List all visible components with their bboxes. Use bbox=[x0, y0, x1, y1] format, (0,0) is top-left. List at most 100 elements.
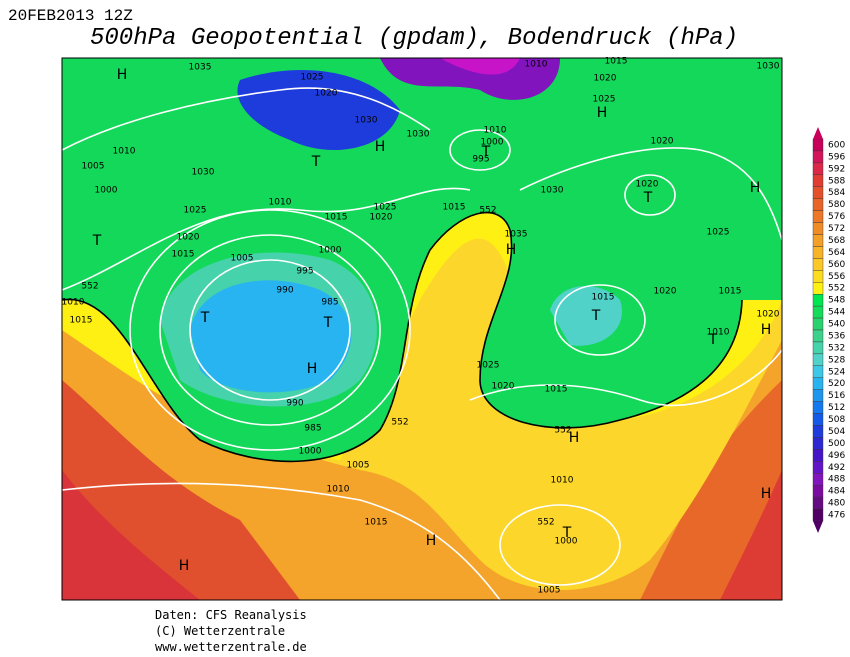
color-swatch bbox=[812, 186, 824, 199]
isobar-label: 1015 bbox=[605, 57, 628, 67]
isobar-label: 1020 bbox=[757, 310, 780, 320]
colorbar-arrow bbox=[813, 520, 823, 533]
isobar-label: 1025 bbox=[184, 206, 207, 216]
isobar-label: 552 bbox=[391, 418, 408, 428]
colorbar-label: 540 bbox=[828, 320, 845, 330]
isobar-label: 1015 bbox=[545, 385, 568, 395]
color-swatch bbox=[812, 174, 824, 187]
isobar-label: 1005 bbox=[347, 461, 370, 471]
colorbar-label: 536 bbox=[828, 331, 845, 341]
colorbar-label: 556 bbox=[828, 272, 845, 282]
colorbar-label: 484 bbox=[828, 487, 845, 497]
pressure-center: T bbox=[562, 525, 572, 541]
pressure-center: H bbox=[426, 533, 437, 549]
isobar-label: 1010 bbox=[707, 328, 730, 338]
isobar-label: 1030 bbox=[541, 186, 564, 196]
isobar-label: 1035 bbox=[189, 63, 212, 73]
isobar-label: 1015 bbox=[325, 213, 348, 223]
footer-line: www.wetterzentrale.de bbox=[155, 640, 307, 654]
isobar-label: 1015 bbox=[443, 203, 466, 213]
footer-line: (C) Wetterzentrale bbox=[155, 624, 285, 638]
isobar-label: 995 bbox=[472, 155, 489, 165]
colorbar-label: 512 bbox=[828, 403, 845, 413]
isobar-label: 1005 bbox=[82, 162, 105, 172]
isobar-label: 1025 bbox=[374, 203, 397, 213]
colorbar-label: 496 bbox=[828, 451, 845, 461]
isobar-label: 1015 bbox=[172, 250, 195, 260]
pressure-center: T bbox=[311, 154, 321, 170]
colorbar-label: 520 bbox=[828, 379, 845, 389]
color-swatch bbox=[812, 508, 824, 522]
color-swatch bbox=[812, 282, 824, 295]
color-swatch bbox=[812, 317, 824, 331]
pressure-center: H bbox=[375, 139, 386, 155]
isobar-label: 1020 bbox=[315, 89, 338, 99]
color-swatch bbox=[812, 365, 824, 378]
isobar-label: 1000 bbox=[95, 186, 118, 196]
colorbar-label: 588 bbox=[828, 176, 845, 186]
colorbar-label: 480 bbox=[828, 499, 845, 509]
pressure-center: T bbox=[200, 310, 210, 326]
color-swatch bbox=[812, 270, 824, 283]
isobar-label: 1005 bbox=[231, 254, 254, 264]
color-swatch bbox=[812, 210, 824, 223]
color-swatch bbox=[812, 234, 824, 247]
isobar-label: 1000 bbox=[299, 447, 322, 457]
colorbar-label: 504 bbox=[828, 427, 845, 437]
colorbar-label: 552 bbox=[828, 284, 845, 294]
color-swatch bbox=[812, 329, 824, 343]
colorbar-label: 528 bbox=[828, 355, 845, 365]
colorbar-label: 600 bbox=[828, 141, 845, 151]
isobar-label: 1030 bbox=[192, 168, 215, 178]
isobar-label: 1025 bbox=[301, 73, 324, 83]
isobar-label: 1000 bbox=[555, 537, 578, 547]
isobar-label: 1030 bbox=[355, 116, 378, 126]
colorbar-label: 544 bbox=[828, 308, 845, 318]
isobar-label: 1015 bbox=[70, 316, 93, 326]
isobar-label: 1020 bbox=[370, 213, 393, 223]
colorbar-label: 492 bbox=[828, 463, 845, 473]
isobar-label: 995 bbox=[296, 267, 313, 277]
color-swatch bbox=[812, 222, 824, 235]
pressure-center: H bbox=[597, 105, 608, 121]
colorbar-label: 548 bbox=[828, 296, 845, 306]
pressure-center: H bbox=[569, 430, 580, 446]
pressure-center: T bbox=[323, 315, 333, 331]
pressure-center: T bbox=[591, 308, 601, 324]
isobar-label: 990 bbox=[286, 399, 303, 409]
isobar-label: 1000 bbox=[481, 138, 504, 148]
colorbar-label: 500 bbox=[828, 439, 845, 449]
isobar-label: 1010 bbox=[62, 298, 85, 308]
colorbar-label: 476 bbox=[828, 511, 845, 521]
pressure-center: H bbox=[307, 361, 318, 377]
isobar-label: 552 bbox=[81, 282, 98, 292]
pressure-center: H bbox=[179, 558, 190, 574]
colorbar-label: 580 bbox=[828, 200, 845, 210]
color-swatch bbox=[812, 162, 824, 176]
pressure-center: T bbox=[481, 144, 491, 160]
pressure-center: T bbox=[643, 190, 653, 206]
colorbar-label: 568 bbox=[828, 236, 845, 246]
color-swatch bbox=[812, 198, 824, 211]
color-swatch bbox=[812, 138, 824, 152]
colorbar-label: 532 bbox=[828, 343, 845, 353]
pressure-center: T bbox=[92, 233, 102, 249]
isobar-label: 1030 bbox=[757, 62, 780, 72]
isobar-label: 1015 bbox=[365, 518, 388, 528]
pressure-center: H bbox=[761, 486, 772, 502]
isobar-label: 1015 bbox=[592, 293, 615, 303]
isobar-label: 1025 bbox=[477, 361, 500, 371]
isobar-label: 1025 bbox=[707, 228, 730, 238]
color-swatch bbox=[812, 353, 824, 367]
pressure-center: H bbox=[761, 322, 772, 338]
title: 500hPa Geopotential (gpdam), Bodendruck … bbox=[90, 25, 738, 52]
isobar-label: 1020 bbox=[492, 382, 515, 392]
colorbar-label: 508 bbox=[828, 415, 845, 425]
isobar-label: 1035 bbox=[505, 230, 528, 240]
isobar-label: 552 bbox=[479, 206, 496, 216]
isobar-label: 1020 bbox=[636, 180, 659, 190]
colorbar-label: 488 bbox=[828, 475, 845, 485]
isobar-label: 1020 bbox=[651, 137, 674, 147]
isobar-label: 1020 bbox=[594, 74, 617, 84]
